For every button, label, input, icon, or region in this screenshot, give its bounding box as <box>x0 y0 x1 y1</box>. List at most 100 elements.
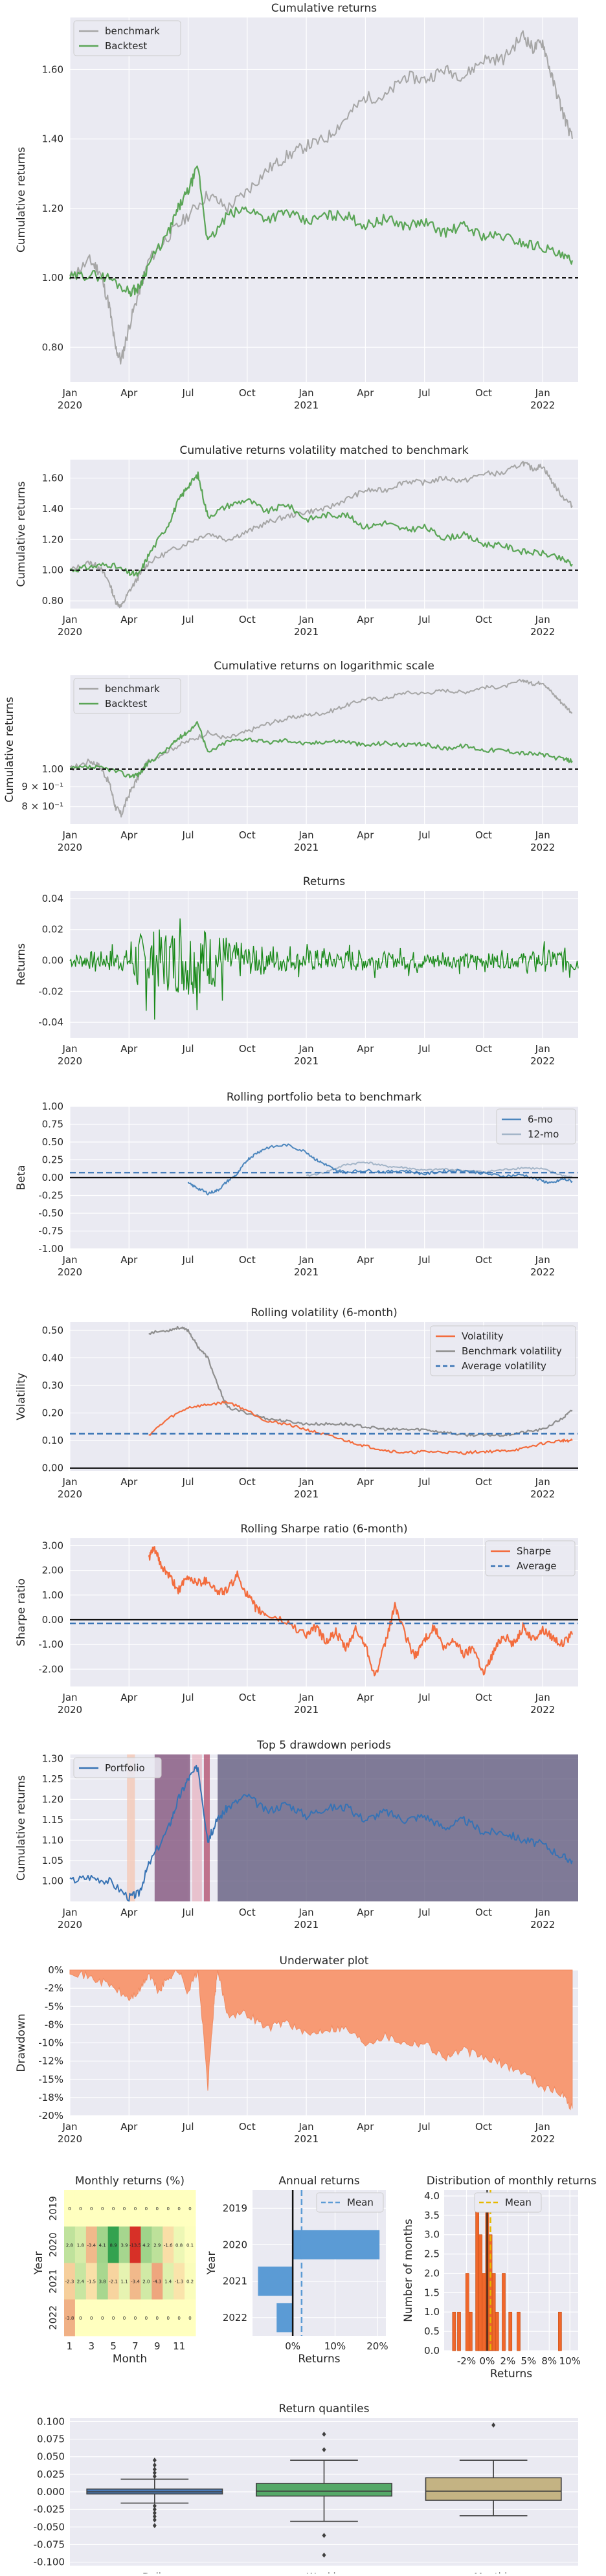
heatmap-cell <box>185 2263 196 2300</box>
legend-box <box>73 20 181 56</box>
legend-label: benchmark <box>105 683 160 695</box>
legend-label: benchmark <box>105 25 160 37</box>
y-tick-label: -1.00 <box>38 1639 63 1650</box>
plot-area <box>70 891 578 1038</box>
legend-label: Mean <box>347 2197 374 2208</box>
heatmap-cell <box>129 2226 141 2263</box>
heatmap-cell-label: 0 <box>166 2316 169 2321</box>
x-tick-label: Oct <box>239 2121 256 2133</box>
histogram-bar <box>495 2311 499 2351</box>
chart-return-quantiles: 0.100 0.075 0.050 0.025 0.000 -0.025 -0.050 -0.… <box>34 2402 578 2576</box>
chart-title: Returns <box>303 875 345 888</box>
y-tick-label: 2019 <box>223 2202 247 2214</box>
x-tick-label: Jan <box>298 1254 314 1266</box>
y-tick-label: 2020 <box>47 2232 59 2257</box>
x-tick-label: Jul <box>182 1254 194 1266</box>
x-tick-label: Jan <box>298 2121 314 2133</box>
x-tick-label: Daily <box>142 2571 167 2573</box>
x-tick-year: 2020 <box>58 1704 82 1716</box>
heatmap-cell <box>85 2190 98 2227</box>
heatmap-cell-label: 2.4 <box>77 2279 85 2285</box>
flier <box>152 2467 157 2472</box>
heatmap-cell-label: 0 <box>134 2206 137 2212</box>
heatmap-cell-label: 0.1 <box>186 2243 194 2248</box>
y-axis-label: Sharpe ratio <box>15 1578 28 1646</box>
x-tick-label: Monthly <box>474 2571 513 2573</box>
box <box>425 2477 562 2501</box>
x-tick-label: Jan <box>535 1692 550 1703</box>
y-tick-label: -0.75 <box>38 1226 63 1237</box>
legend-label: Volatility <box>462 1330 504 1342</box>
heatmap-cell-label: -3.8 <box>65 2316 74 2321</box>
heatmap-cell-label: 0.8 <box>175 2243 183 2248</box>
y-tick-label: 0.00 <box>42 1462 63 1474</box>
y-tick-label: 0.00 <box>42 1614 63 1626</box>
series-benchmark <box>69 678 573 818</box>
y-tick-label: 0.0 <box>424 2345 440 2357</box>
heatmap-cell-label: 8.9 <box>110 2243 117 2248</box>
x-tick-year: 2022 <box>530 842 555 853</box>
drawdown-band <box>203 1754 210 1901</box>
x-tick-label: Oct <box>239 829 256 841</box>
y-tick-label: -0.04 <box>38 1016 63 1028</box>
heatmap-cell-label: 0 <box>112 2206 115 2212</box>
x-tick-label: Apr <box>120 1043 138 1055</box>
x-tick-label: Apr <box>357 1907 374 1918</box>
y-tick-label: -18% <box>38 2092 63 2103</box>
heatmap-cell-label: 0 <box>68 2206 71 2212</box>
chart-title: Distribution of monthly returns <box>427 2175 597 2188</box>
heatmap-cell <box>74 2190 87 2227</box>
heatmap-cell <box>129 2263 141 2300</box>
chart-title: Cumulative returns volatility matched to… <box>179 444 468 457</box>
x-tick-label: Oct <box>239 1254 256 1266</box>
y-axis-label: Number of months <box>402 2219 415 2322</box>
x-tick-year: 2020 <box>58 626 82 638</box>
chart-monthly-distribution: 0.0 0.5 1.0 1.5 2.0 2.5 3.0 3.5 4.0 -2% 0% 2% 5% 8% 10… <box>402 2175 596 2380</box>
heatmap-cell <box>85 2299 98 2336</box>
legend-box <box>430 1325 576 1376</box>
heatmap-cell-label: 0 <box>177 2316 180 2321</box>
series-volatility <box>148 1400 573 1455</box>
x-tick-label: Apr <box>357 829 374 841</box>
heatmap-cell-label: -1.5 <box>87 2279 96 2285</box>
heatmap-cell <box>74 2263 87 2300</box>
flier <box>152 2510 157 2516</box>
heatmap-cell <box>118 2226 130 2263</box>
heatmap-cell <box>85 2226 98 2263</box>
y-tick-label: -0.100 <box>34 2557 65 2568</box>
x-tick-year: 2021 <box>294 2133 319 2145</box>
x-tick-label: Jul <box>418 387 431 399</box>
x-tick-year: 2020 <box>58 2133 82 2145</box>
x-axis-label: Returns <box>490 2368 532 2380</box>
y-tick-label: -12% <box>38 2055 63 2067</box>
y-tick-label: -8% <box>45 2019 63 2030</box>
x-tick-label: Jan <box>298 829 314 841</box>
y-tick-label: 0.20 <box>42 1407 63 1419</box>
legend-label: 12-mo <box>528 1128 559 1140</box>
x-tick-label: Jul <box>418 1476 431 1488</box>
heatmap-cell <box>74 2299 87 2336</box>
y-tick-label: 0.000 <box>37 2486 65 2498</box>
x-tick-label: Jul <box>182 1476 194 1488</box>
x-tick-label: Apr <box>120 1692 138 1703</box>
y-tick-label: -2.00 <box>38 1663 63 1675</box>
heatmap-cell-label: -1.6 <box>164 2243 173 2248</box>
y-tick-label: 1.20 <box>42 1793 63 1805</box>
y-tick-label: 0.00 <box>42 1172 63 1183</box>
x-tick-label: Jan <box>535 829 550 841</box>
legend-label: Benchmark volatility <box>462 1345 562 1357</box>
heatmap-cell-label: 2.0 <box>142 2279 150 2285</box>
heatmap-cell <box>107 2226 120 2263</box>
x-tick-label: Jan <box>62 614 77 625</box>
bar <box>276 2303 293 2333</box>
y-tick-label: 2.00 <box>42 1565 63 1576</box>
heatmap-cell <box>174 2299 185 2336</box>
y-axis-label: Cumulative returns <box>15 1775 28 1881</box>
y-tick-label: 1.00 <box>42 565 63 576</box>
y-tick-label: -20% <box>38 2110 63 2122</box>
y-tick-label: 0.075 <box>37 2434 65 2445</box>
